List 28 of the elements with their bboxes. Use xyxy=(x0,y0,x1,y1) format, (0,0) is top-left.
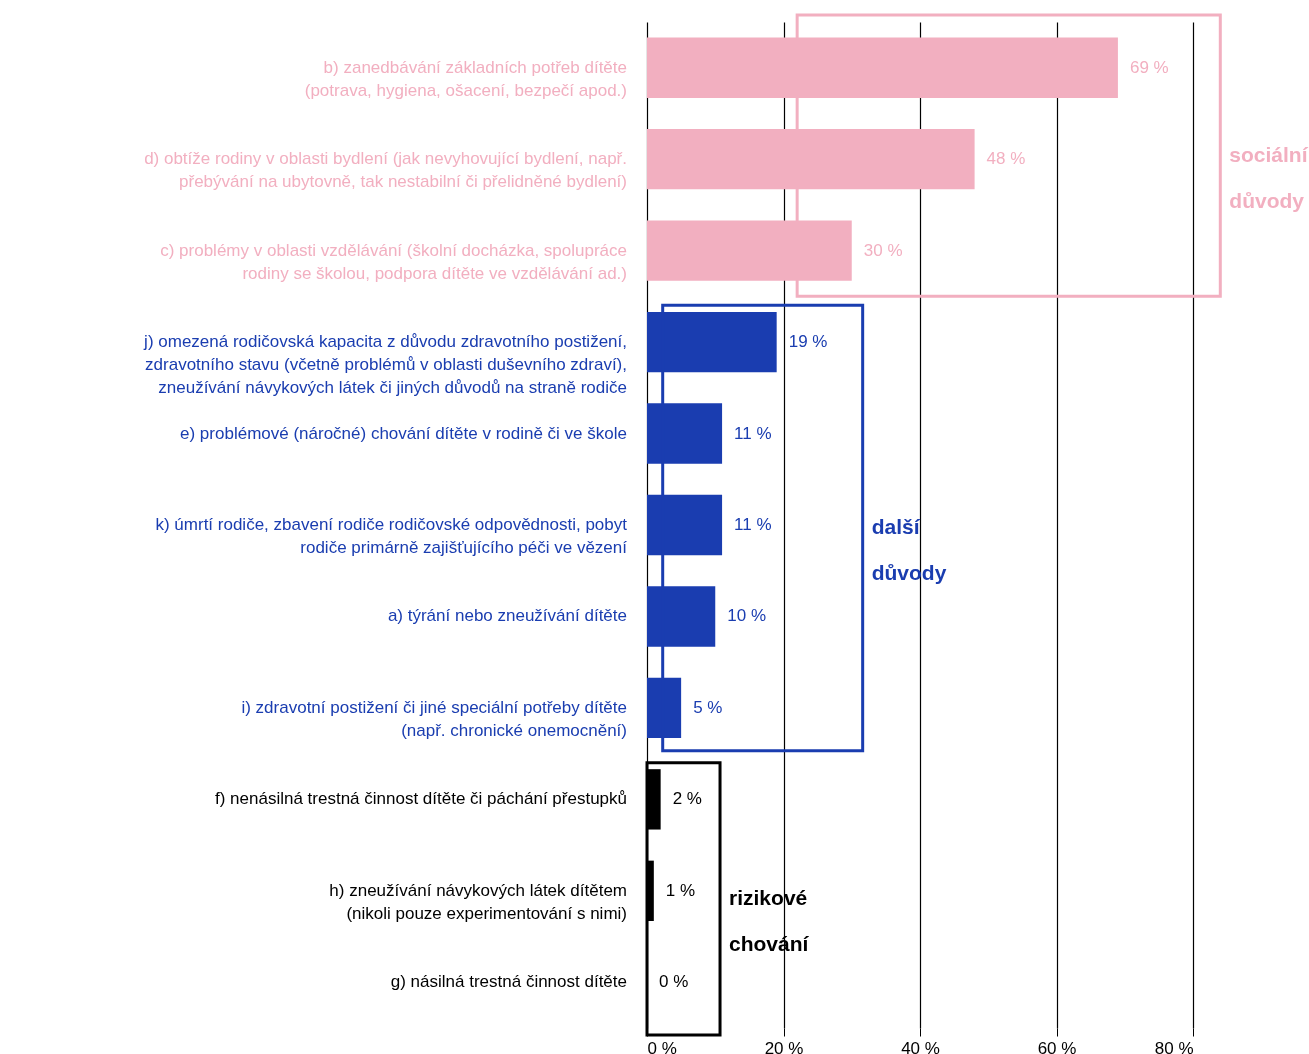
x-tick-label: 60 % xyxy=(1037,1038,1077,1054)
y-tick-label: e) problémové (náročné) chování dítěte v rodině či ve škole xyxy=(180,423,627,443)
data-label: 5 % xyxy=(693,697,723,717)
data-label: 1 % xyxy=(665,880,696,900)
data-label: 11 % xyxy=(734,515,772,534)
data-label: 0 % xyxy=(659,972,689,992)
y-tick-label: j) omezená rodičovská kapacita z důvodu zdravotního postižení, zdravotního stavu (včetně problémů v oblasti duševního zdraví), zneužívání návykových látek či jiných důvodů na straně rodiče xyxy=(143,332,627,398)
y-tick-label: b) zanedbávání základních potřeb dítěte (potrava, hygiena, ošacení, bezpečí apod.) xyxy=(304,57,627,100)
x-tick-label: 0 % xyxy=(647,1038,677,1054)
data-label: 48 % xyxy=(986,149,1026,169)
data-label: 69 % xyxy=(1129,57,1169,77)
y-tick-label: k) úmrtí rodiče, zbavení rodiče rodičovské odpovědnosti, pobyt rodiče primárně zajišťujícího péči ve vězení xyxy=(155,515,628,557)
text: sociální důvody xyxy=(1229,142,1309,212)
y-tick-label: g) násilná trestná činnost dítěte xyxy=(390,972,627,992)
data-label: 30 % xyxy=(863,240,903,260)
x-tick-label: 80 % xyxy=(1154,1038,1194,1054)
x-tick-label: 20 % xyxy=(764,1038,804,1054)
y-tick-label: f) nenásilná trestná činnost dítěte či páchání přestupků xyxy=(214,789,627,809)
data-label: 11 % xyxy=(734,423,772,443)
y-tick-label: i) zdravotní postižení či jiné speciální potřeby dítěte (např. chronické onemocnění) xyxy=(241,697,627,740)
y-tick-label: a) týrání nebo zneužívání dítěte xyxy=(387,606,627,626)
data-label: 2 % xyxy=(672,789,702,809)
y-tick-label: c) problémy v oblasti vzdělávání (školní docházka, spolupráce rodiny se školou, podpora dítěte ve vzdělávání ad.) xyxy=(160,240,627,283)
x-tick-label: 40 % xyxy=(901,1038,940,1054)
data-label: 10 % xyxy=(727,606,766,626)
data-label: 19 % xyxy=(788,332,828,352)
y-tick-label: d) obtíže rodiny v oblasti bydlení (jak nevyhovující bydlení, např. přebývání na ubytovně, tak nestabilní či přelidněné bydlení) xyxy=(144,149,627,192)
y-tick-label: h) zneužívání návykových látek dítětem (nikoli pouze experimentování s nimi) xyxy=(329,880,627,923)
